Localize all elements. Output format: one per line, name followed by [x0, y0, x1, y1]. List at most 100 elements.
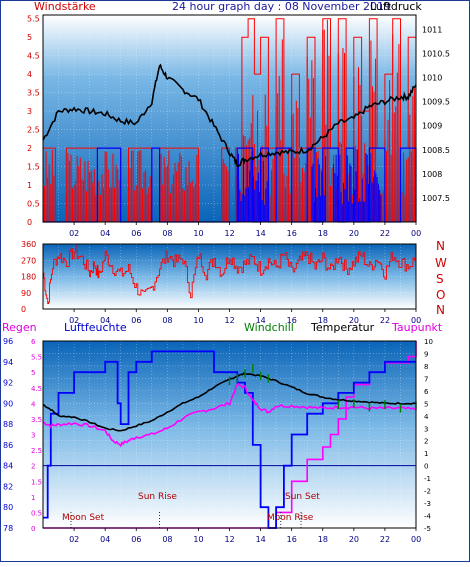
panel3-y2-tick--2: -2: [424, 488, 431, 496]
panel1-y2-tick-1008.5: 1008.5: [422, 146, 450, 155]
panel3-y-tick-86: 86: [3, 441, 13, 450]
panel3-x-tick-02-0: 02: [69, 535, 79, 544]
panel1-y2-tick-1009: 1009: [422, 122, 442, 131]
panel3-rain-tick-4.5: 4.5: [31, 385, 42, 393]
panel3-rain-tick-6: 6: [31, 338, 36, 346]
panel3-x-tick-18-8: 18: [318, 535, 328, 544]
panel3-y2-tick-2: 2: [424, 438, 428, 446]
legend-windchill: Windchill: [244, 321, 294, 334]
panel3-rain-tick-4: 4: [31, 400, 36, 408]
panel2-x-tick-02-0: 02: [69, 316, 79, 325]
panel1-x-tick-10-4: 10: [193, 229, 203, 238]
legend-taupunkt: Taupunkt: [391, 321, 443, 334]
panel3-y2-tick-5: 5: [424, 400, 428, 408]
panel2-x-tick-16-7: 16: [287, 316, 297, 325]
dir-label-n-top: N: [436, 239, 445, 253]
panel2-y-tick-90: 90: [21, 289, 31, 298]
panel3-rain-tick-5: 5: [31, 369, 35, 377]
panel2-y-tick-360: 360: [21, 240, 36, 249]
panel1-x-tick-06-2: 06: [131, 229, 141, 238]
panel3-rain-tick-3: 3: [31, 432, 35, 440]
panel2-x-tick-06-2: 06: [131, 316, 141, 325]
panel1-y-tick-4.5: 4.5: [27, 52, 40, 61]
panel3-y2-tick-1: 1: [424, 450, 428, 458]
panel1-y-tick-1: 1: [27, 181, 32, 190]
dir-label-w: W: [435, 256, 447, 270]
panel1-x-tick-04-1: 04: [100, 229, 110, 238]
legend-luftfeuchte: Luftfeuchte: [64, 321, 127, 334]
legend-regen: Regen: [2, 321, 37, 334]
panel3-x-tick-08-3: 08: [162, 535, 172, 544]
panel1-x-tick-12-5: 12: [225, 229, 235, 238]
panel3-y2-tick--1: -1: [424, 475, 431, 483]
regen-line: [43, 341, 417, 529]
panel2-y-tick-270: 270: [21, 256, 36, 265]
panel1-x-tick-14-6: 14: [256, 229, 266, 238]
panel3-x-tick-14-6: 14: [256, 535, 266, 544]
chart-title: 24 hour graph day : 08 November 2019: [172, 0, 391, 13]
legend-temperatur: Temperatur: [310, 321, 375, 334]
panel3-y-tick-78: 78: [3, 524, 13, 533]
panel3-y2-tick-3: 3: [424, 425, 428, 433]
event-moon-rise: Moon Rise: [267, 513, 314, 523]
wind-direction-line: [43, 245, 417, 304]
dir-label-o: O: [436, 288, 445, 302]
panel1-y2-tick-1011: 1011: [422, 25, 442, 34]
panel3-x-tick-12-5: 12: [225, 535, 235, 544]
humidity-line: [43, 350, 416, 529]
panel1-y2-tick-1009.5: 1009.5: [422, 98, 450, 107]
panel2-x-tick-20-9: 20: [349, 316, 359, 325]
panel3-y-tick-90: 90: [3, 399, 13, 408]
panel2-x-tick-12-5: 12: [225, 316, 235, 325]
panel1-y2-tick-1010.5: 1010.5: [422, 50, 450, 59]
panel1-y-tick-3: 3: [27, 107, 32, 116]
panel3-y-tick-88: 88: [3, 420, 13, 429]
panel2-y-tick-0: 0: [21, 305, 26, 314]
panel3-y2-tick--5: -5: [424, 525, 431, 533]
panel3-y-tick-82: 82: [3, 482, 13, 491]
panel1-y-tick-0.5: 0.5: [27, 200, 40, 209]
panel1-y2-tick-1008: 1008: [422, 170, 442, 179]
panel1-y-tick-5.5: 5.5: [27, 15, 40, 24]
panel3-y2-tick-9: 9: [424, 350, 428, 358]
dir-label-n-bottom: N: [436, 303, 445, 317]
panel1-x-tick-08-3: 08: [162, 229, 172, 238]
event-moon-set: Moon Set: [62, 513, 105, 523]
panel3-x-tick-22-10: 22: [380, 535, 390, 544]
panel3-y2-tick-10: 10: [424, 338, 433, 346]
panel1-x-tick-02-0: 02: [69, 229, 79, 238]
panel3-rain-tick-0.5: 0.5: [31, 509, 42, 517]
panel2-x-tick-10-4: 10: [193, 316, 203, 325]
dir-label-s: S: [436, 272, 444, 286]
panel2-x-tick-08-3: 08: [162, 316, 172, 325]
panel2-x-tick-14-6: 14: [256, 316, 266, 325]
panel3-rain-tick-1.5: 1.5: [31, 478, 42, 486]
panel1-x-tick-22-10: 22: [380, 229, 390, 238]
panel1-x-tick-18-8: 18: [318, 229, 328, 238]
wind-axis-title: Windstärke: [34, 0, 96, 13]
axes-layer: 00.511.522.533.544.555.51007.510081008.5…: [3, 14, 450, 544]
panel3-y2-tick-6: 6: [424, 388, 429, 396]
data-layer: [42, 18, 417, 529]
panel2-x-tick-18-8: 18: [318, 316, 328, 325]
panel2-x-tick-22-10: 22: [380, 316, 390, 325]
panel3-x-tick-16-7: 16: [287, 535, 297, 544]
panel2-x-tick-00-11: 00: [411, 316, 421, 325]
panel1-y-tick-0: 0: [27, 218, 32, 227]
panel1-y-tick-2: 2: [27, 144, 32, 153]
panel3-x-tick-10-4: 10: [193, 535, 203, 544]
panel3-y2-tick-7: 7: [424, 375, 428, 383]
panel1-y-tick-1.5: 1.5: [27, 163, 40, 172]
panel1-y-tick-5: 5: [27, 33, 32, 42]
panel3-rain-tick-0: 0: [31, 525, 35, 533]
panel1-x-tick-00-11: 00: [411, 229, 421, 238]
event-sun-set: Sun Set: [285, 492, 320, 502]
panel3-x-tick-04-1: 04: [100, 535, 110, 544]
panel1-y-tick-4: 4: [27, 70, 32, 79]
panel3-rain-tick-1: 1: [31, 494, 35, 502]
event-sun-rise: Sun Rise: [138, 492, 177, 502]
panel3-y2-tick--3: -3: [424, 500, 431, 508]
panel3-y-tick-92: 92: [3, 379, 13, 388]
